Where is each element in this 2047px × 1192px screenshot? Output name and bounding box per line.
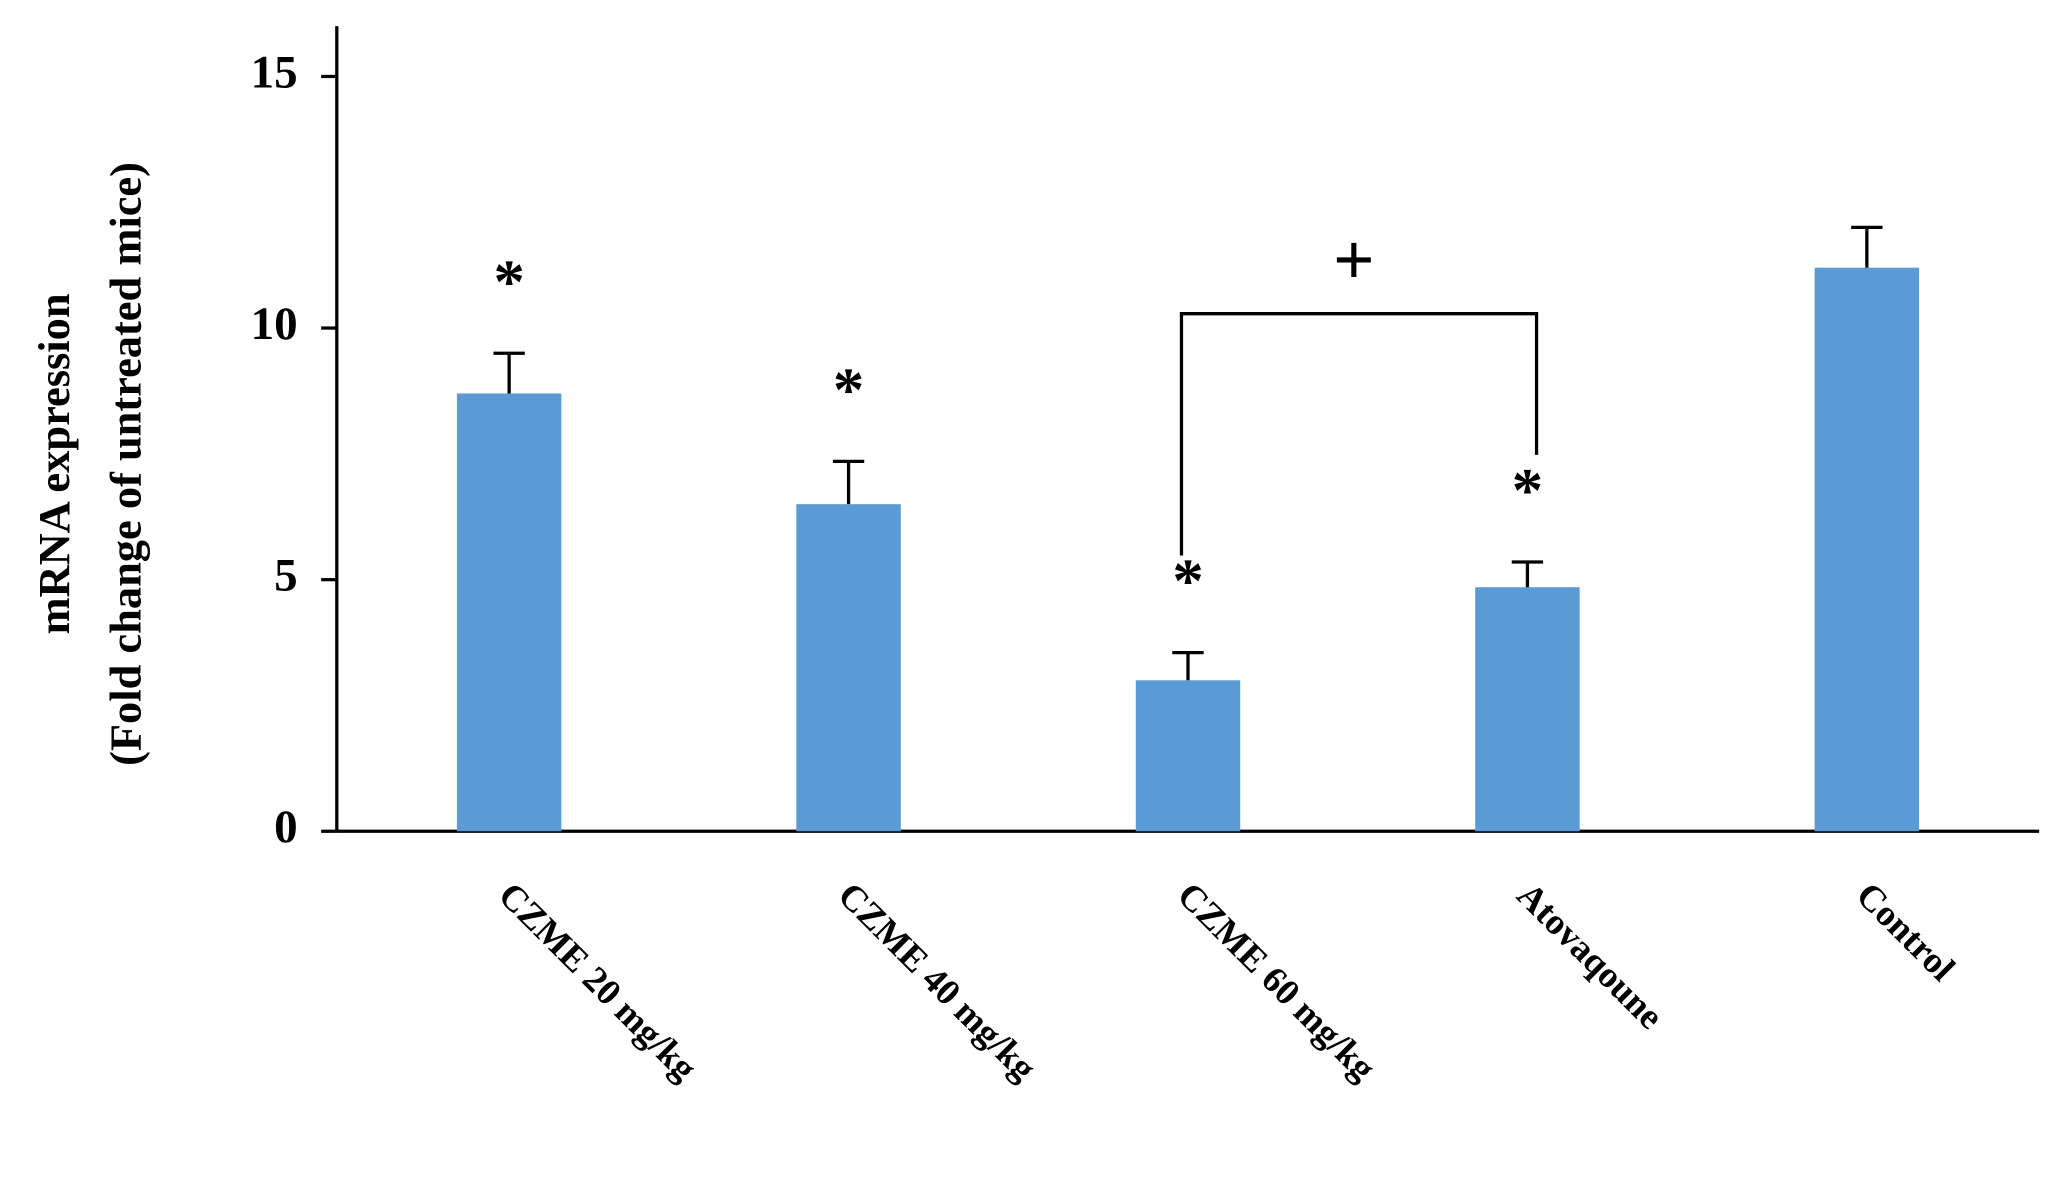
y-tick-label: 0	[274, 801, 298, 853]
x-tick-label: CZME 40 mg/kg	[830, 874, 1044, 1088]
error-bar	[1511, 560, 1544, 588]
significance-star: *	[493, 246, 524, 316]
x-tick-label: Control	[1849, 874, 1964, 989]
bar	[1475, 587, 1580, 832]
x-tick-label: CZME 20 mg/kg	[491, 874, 705, 1088]
error-bar	[493, 351, 525, 394]
y-tick-label: 15	[251, 46, 298, 98]
significance-star: *	[1512, 455, 1543, 525]
bar	[456, 393, 562, 832]
error-bar	[1851, 225, 1883, 268]
significance-star: *	[1172, 546, 1203, 616]
y-tick-label: 5	[274, 549, 298, 601]
bracket-label: +	[1333, 220, 1375, 301]
y-axis-label: mRNA expression	[29, 293, 79, 634]
x-tick-label: CZME 60 mg/kg	[1170, 874, 1384, 1088]
x-tick-label: Atovaqoune	[1509, 874, 1671, 1037]
significance-bracket	[1179, 312, 1539, 556]
y-tick-label: 10	[251, 298, 298, 350]
significance-star: *	[833, 354, 864, 424]
bar	[1814, 267, 1920, 832]
bar	[796, 504, 901, 832]
bar	[1135, 680, 1241, 832]
error-bar	[832, 459, 865, 505]
y-axis-label: (Fold change of untreated mice)	[101, 162, 151, 766]
error-bar	[1172, 650, 1204, 681]
